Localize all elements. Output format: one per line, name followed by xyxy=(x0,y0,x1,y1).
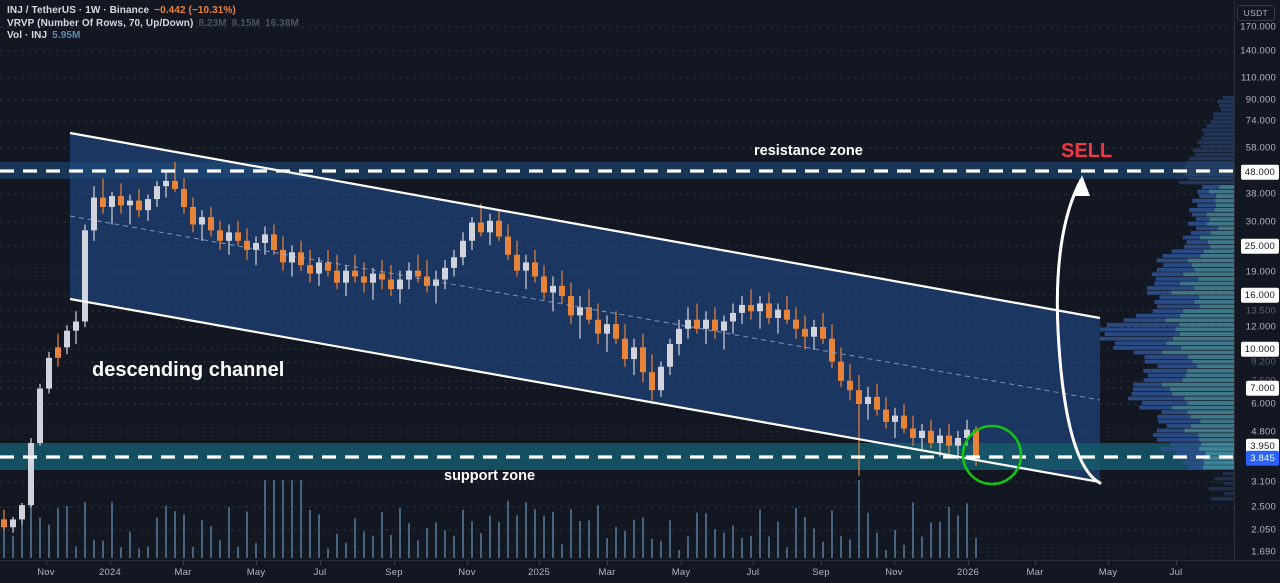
time-tick-mark xyxy=(1108,561,1109,565)
price-level-badge: 3.950 xyxy=(1246,438,1279,454)
time-tick-mark xyxy=(753,561,754,565)
price-tick: 140.000 xyxy=(1240,45,1276,57)
price-tick: 19.000 xyxy=(1245,266,1276,278)
price-axis-unit: USDT xyxy=(1236,5,1275,21)
price-tick: 12.000 xyxy=(1245,321,1276,333)
current-candle-highlight-circle xyxy=(961,424,1023,486)
channel-midline xyxy=(69,215,1101,401)
price-tick: 4.800 xyxy=(1251,426,1276,438)
time-tick-mark xyxy=(821,561,822,565)
time-tick-mark xyxy=(539,561,540,565)
price-tick: 6.000 xyxy=(1251,398,1276,410)
time-tick: Jul xyxy=(313,567,327,578)
time-tick: 2025 xyxy=(528,567,550,578)
price-tick-faint: 13.500 xyxy=(1245,305,1276,317)
time-tick-mark xyxy=(1035,561,1036,565)
chart-canvas xyxy=(0,26,1234,558)
candlestick-series xyxy=(1,161,979,533)
time-tick-mark xyxy=(607,561,608,565)
price-tick: 30.000 xyxy=(1245,216,1276,228)
time-tick: 2026 xyxy=(957,567,979,578)
time-tick-mark xyxy=(46,561,47,565)
price-level-badge: 7.000 xyxy=(1246,380,1279,396)
time-tick: Jul xyxy=(1169,567,1183,578)
time-tick-mark xyxy=(1176,561,1177,565)
time-tick-mark xyxy=(894,561,895,565)
time-tick-mark xyxy=(320,561,321,565)
volume-bars xyxy=(3,480,977,558)
time-tick: Mar xyxy=(174,567,192,578)
price-level-badge: 10.000 xyxy=(1240,341,1279,357)
channel-lower-trendline xyxy=(69,297,1101,484)
time-tick: Jul xyxy=(746,567,760,578)
price-tick: 3.100 xyxy=(1251,476,1276,488)
time-tick-mark xyxy=(256,561,257,565)
time-tick: Sep xyxy=(812,567,830,578)
price-level-badge: 48.000 xyxy=(1240,164,1279,180)
time-tick-mark xyxy=(110,561,111,565)
time-tick: May xyxy=(1098,567,1118,578)
price-tick: 58.000 xyxy=(1245,142,1276,154)
price-tick-faint: 9.200 xyxy=(1251,356,1276,368)
support-zone-band xyxy=(0,443,1234,470)
price-tick: 2.050 xyxy=(1251,524,1276,536)
time-tick: May xyxy=(246,567,266,578)
volume-profile xyxy=(1100,96,1234,501)
price-level-badge: 16.000 xyxy=(1240,287,1279,303)
price-tick: 170.000 xyxy=(1240,21,1276,33)
time-tick-mark xyxy=(681,561,682,565)
chart-plot-area[interactable]: resistance zone support zone descending … xyxy=(0,0,1234,560)
sell-arrow-head xyxy=(1075,175,1090,196)
time-tick: 2024 xyxy=(99,567,121,578)
time-tick: Nov xyxy=(885,567,903,578)
price-axis[interactable]: USDT 13.5009.2007.500170.000140.000110.0… xyxy=(1234,0,1280,560)
time-tick: Sep xyxy=(385,567,403,578)
time-axis[interactable]: Nov 2024 Mar May Jul Sep Nov 2025 Mar May Jul Sep No… xyxy=(0,560,1280,583)
time-tick-mark xyxy=(968,561,969,565)
price-tick: 110.000 xyxy=(1240,72,1276,84)
sell-projection-arrow xyxy=(1055,178,1102,485)
channel-upper-trendline xyxy=(69,131,1101,320)
price-tick: 2.500 xyxy=(1251,501,1276,513)
time-tick: Nov xyxy=(37,567,55,578)
price-tick: 1.690 xyxy=(1251,546,1276,558)
time-tick-mark xyxy=(183,561,184,565)
price-tick: 38.000 xyxy=(1245,188,1276,200)
time-tick: Nov xyxy=(458,567,476,578)
price-tick: 90.000 xyxy=(1245,94,1276,106)
time-tick: Mar xyxy=(598,567,616,578)
time-tick: Mar xyxy=(1026,567,1044,578)
price-level-badge: 25.000 xyxy=(1240,238,1279,254)
time-tick: May xyxy=(671,567,691,578)
price-tick: 74.000 xyxy=(1245,115,1276,127)
time-tick-mark xyxy=(394,561,395,565)
time-tick-mark xyxy=(467,561,468,565)
current-price-badge: 3.845 xyxy=(1246,450,1279,466)
